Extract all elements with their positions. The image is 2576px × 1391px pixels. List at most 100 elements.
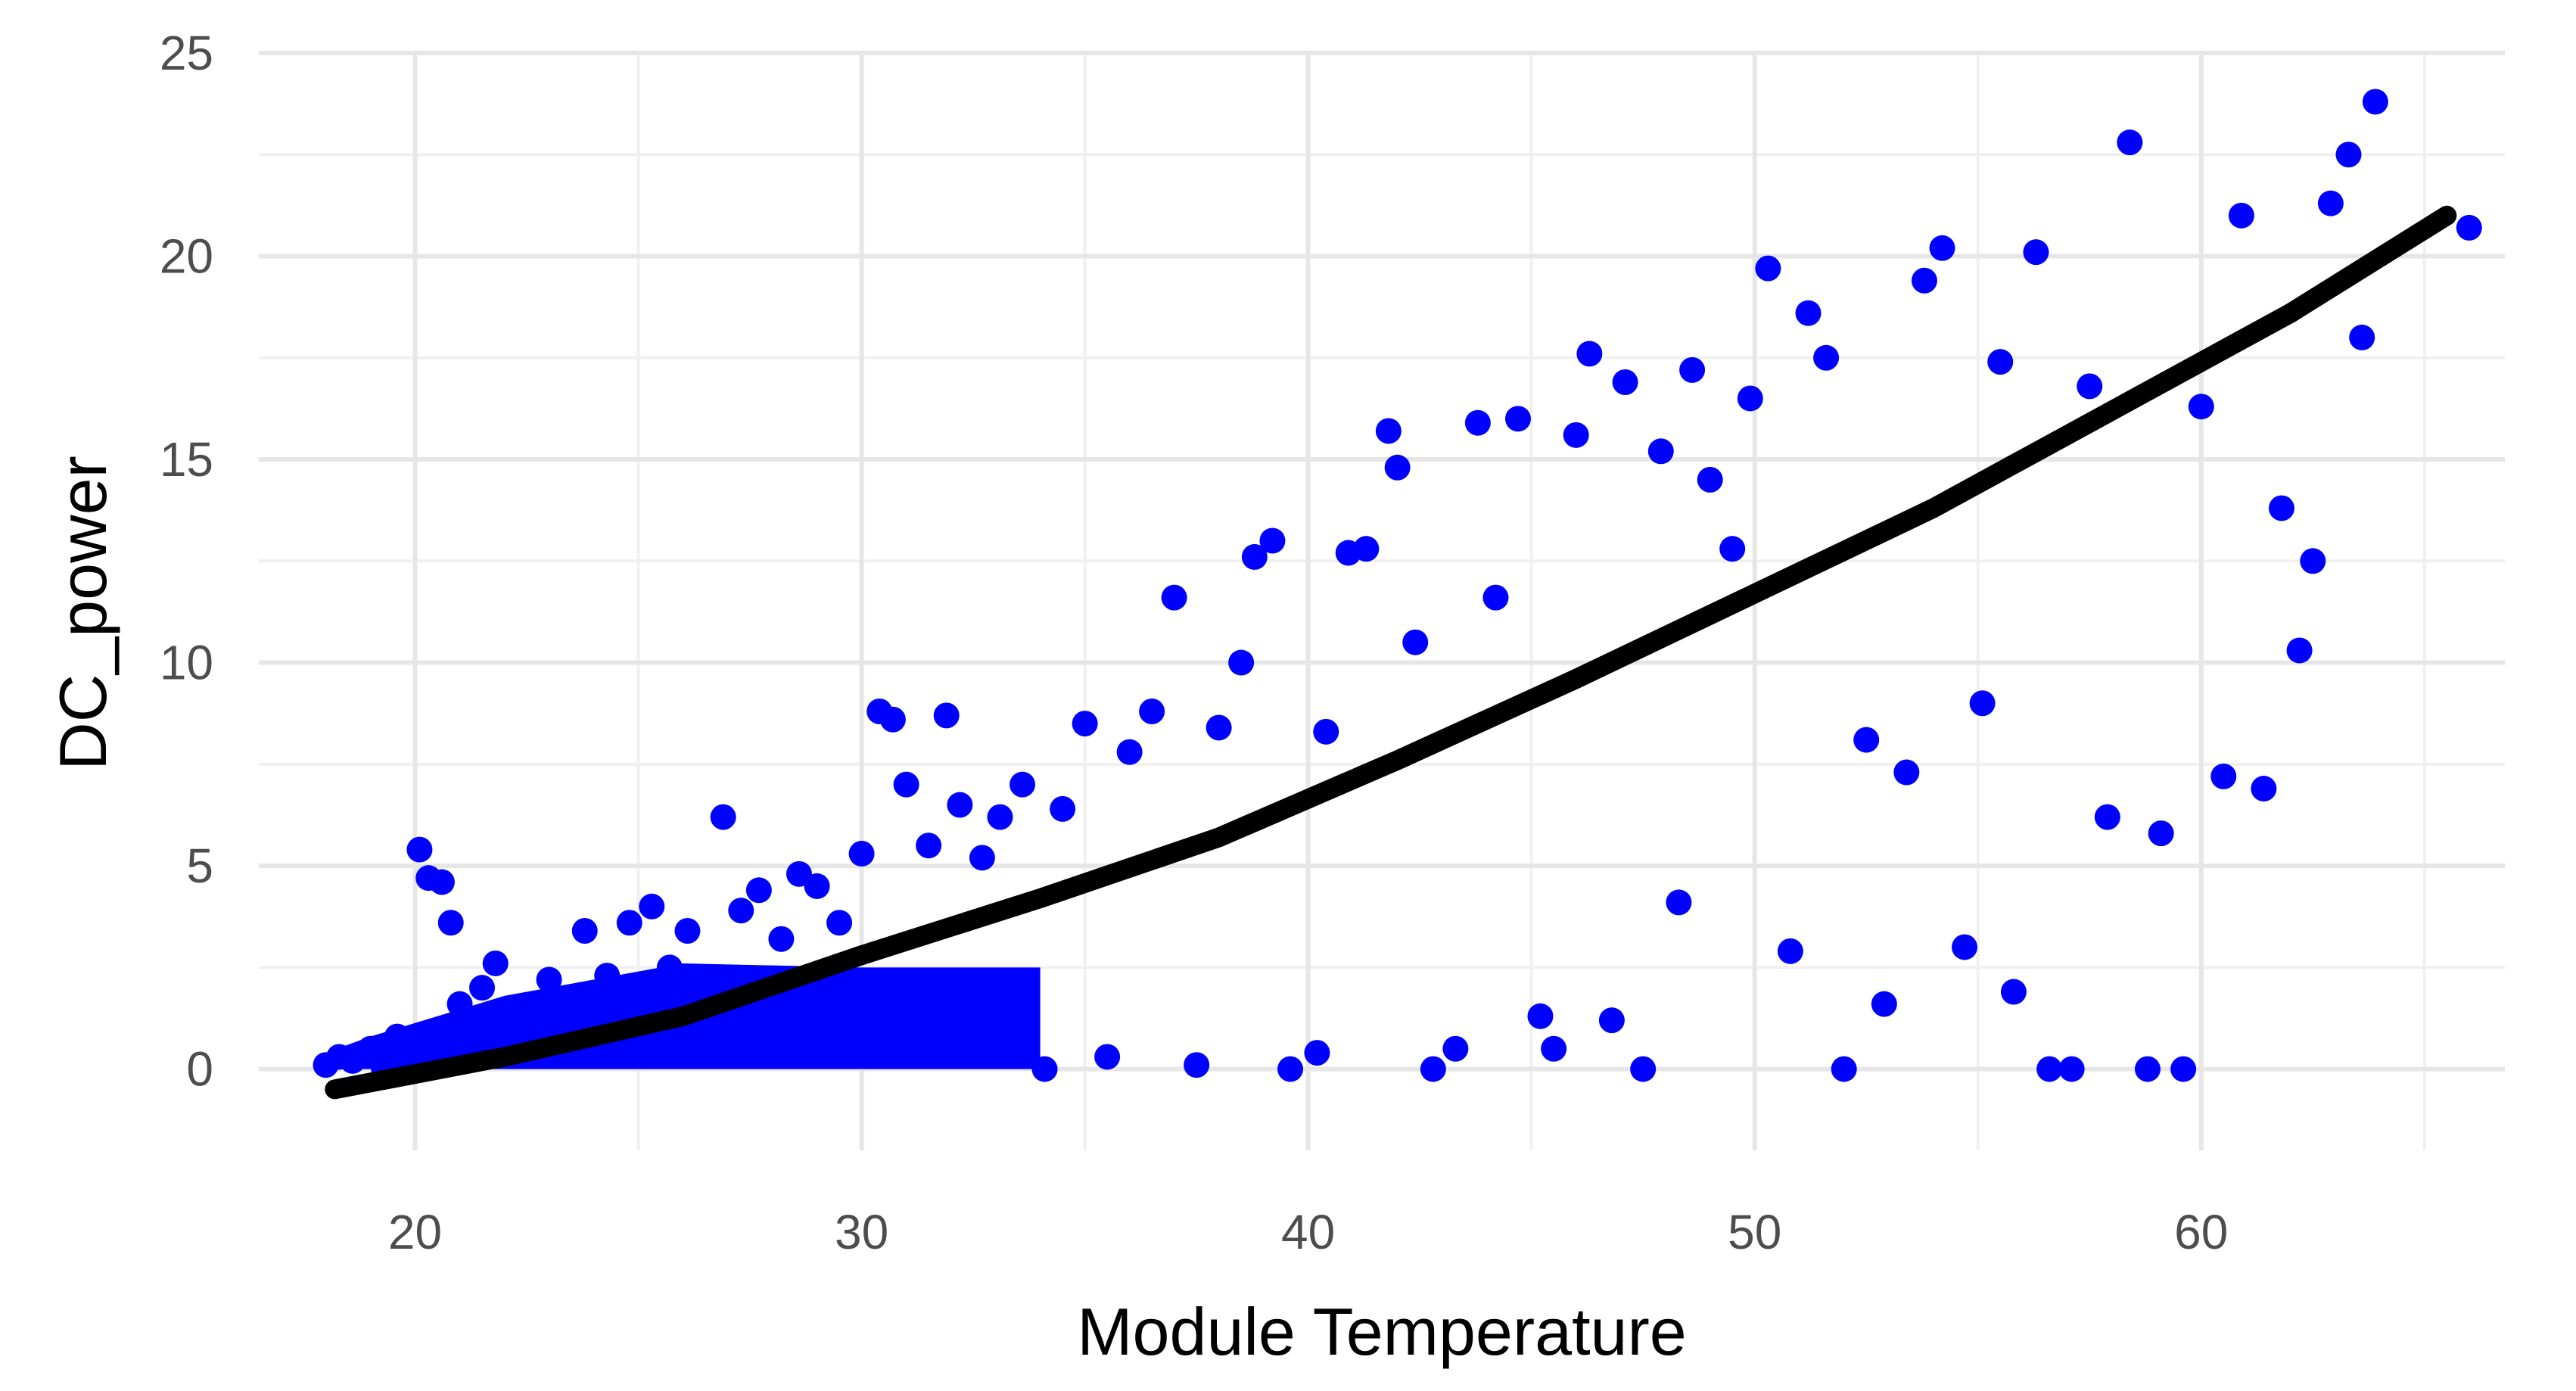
data-point <box>1094 1044 1121 1070</box>
y-axis-title: DC_power <box>45 456 120 770</box>
data-point <box>1464 409 1491 436</box>
data-point <box>1304 1040 1330 1066</box>
data-point <box>1313 718 1339 745</box>
data-point <box>2170 1056 2197 1082</box>
data-point <box>1831 1056 1857 1082</box>
data-point <box>536 966 562 993</box>
data-point <box>1259 527 1286 554</box>
data-point <box>916 832 942 859</box>
data-point <box>1402 629 1429 655</box>
data-point <box>2036 1056 2063 1082</box>
y-tick-label: 15 <box>160 432 213 487</box>
data-point <box>2349 324 2375 350</box>
data-point <box>1353 536 1380 562</box>
data-point <box>2335 142 2362 168</box>
data-point <box>482 950 509 976</box>
y-tick-label: 0 <box>186 1042 213 1097</box>
data-point <box>1504 406 1531 432</box>
data-point <box>745 877 772 904</box>
data-point <box>2210 763 2237 789</box>
data-point <box>2300 548 2326 574</box>
data-point <box>969 845 995 871</box>
data-point <box>1277 1056 1304 1082</box>
data-point <box>571 918 598 944</box>
y-tick-label: 5 <box>186 839 213 893</box>
data-point <box>2094 804 2120 830</box>
data-point <box>2317 190 2344 216</box>
data-point <box>1969 690 1996 717</box>
data-point <box>1666 889 1692 916</box>
y-tick-label: 10 <box>160 636 213 690</box>
data-point <box>1952 934 1978 960</box>
data-point <box>406 836 433 863</box>
data-point <box>1598 1007 1625 1034</box>
data-point <box>1755 255 1781 282</box>
data-point <box>1987 349 2014 375</box>
data-point <box>469 975 496 1001</box>
x-axis-title: Module Temperature <box>1077 1294 1687 1369</box>
data-point <box>428 869 455 895</box>
x-tick-label: 60 <box>2174 1205 2228 1259</box>
data-point <box>2268 495 2294 521</box>
data-point <box>710 804 736 830</box>
data-point <box>1871 991 1897 1017</box>
trend-line <box>325 205 2457 1100</box>
y-tick-label: 25 <box>160 26 213 80</box>
data-point <box>1050 795 1076 822</box>
data-point <box>2188 394 2214 420</box>
data-point <box>1241 543 1268 570</box>
data-point <box>1647 438 1674 465</box>
data-point <box>1697 466 1723 493</box>
data-point <box>2077 373 2103 400</box>
data-point <box>1482 584 1509 611</box>
data-point <box>1375 418 1402 444</box>
x-tick-label: 50 <box>1728 1205 1781 1259</box>
data-point <box>1893 759 1920 786</box>
data-point <box>2134 1056 2161 1082</box>
data-point <box>879 706 906 733</box>
data-point <box>987 804 1013 830</box>
data-point <box>1630 1056 1657 1082</box>
y-tick-label: 20 <box>160 229 213 284</box>
data-point <box>1737 385 1763 412</box>
data-point <box>1206 714 1232 741</box>
data-point <box>1795 300 1822 326</box>
data-point <box>2228 202 2254 229</box>
data-point <box>2023 239 2049 266</box>
data-point <box>768 926 795 952</box>
data-point <box>1541 1035 1567 1062</box>
data-point <box>1853 727 1880 753</box>
data-point <box>933 702 960 729</box>
x-tick-label: 40 <box>1281 1205 1335 1259</box>
data-point <box>1420 1056 1446 1082</box>
data-point <box>1072 711 1098 737</box>
data-points <box>313 89 2482 1082</box>
data-point <box>1139 699 1165 724</box>
data-point <box>1442 1035 1469 1062</box>
data-point <box>437 910 464 936</box>
y-tick-labels: 0 5 10 15 20 25 <box>160 26 213 1097</box>
data-point <box>728 898 754 924</box>
data-point <box>1563 422 1589 448</box>
data-point <box>848 840 875 867</box>
data-point <box>1777 938 1803 964</box>
data-point <box>1116 739 1143 765</box>
data-point <box>1911 267 1937 294</box>
data-point <box>1010 771 1036 798</box>
data-point <box>2362 89 2388 115</box>
data-point <box>2148 820 2174 847</box>
data-point <box>893 771 919 798</box>
data-point <box>826 910 853 936</box>
data-point <box>1813 344 1840 371</box>
data-point <box>1384 454 1411 481</box>
data-point <box>947 792 973 818</box>
data-point <box>2456 214 2482 241</box>
data-point <box>1576 341 1603 367</box>
data-point <box>2117 129 2143 156</box>
data-point <box>1679 356 1706 383</box>
data-point <box>2000 979 2027 1005</box>
x-tick-labels: 20 30 40 50 60 <box>388 1205 2228 1259</box>
data-point <box>1719 536 1746 562</box>
data-point <box>1929 235 1955 261</box>
data-point <box>2286 637 2313 664</box>
